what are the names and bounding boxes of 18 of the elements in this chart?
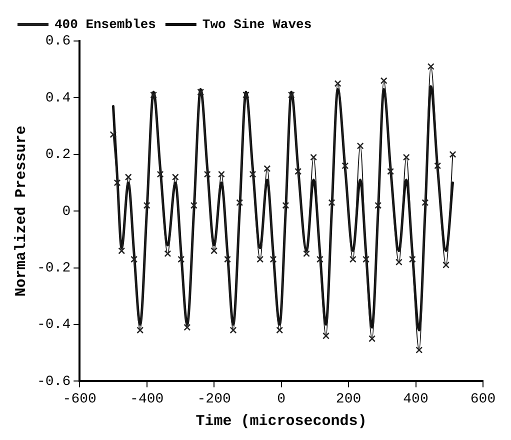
legend-label: Two Sine Waves (202, 16, 312, 32)
y-tick-label: 0.4 (45, 90, 71, 106)
y-tick-label: -0.2 (36, 260, 71, 277)
y-tick-label: -0.6 (36, 374, 71, 390)
y-tick-label: -0.4 (36, 317, 71, 334)
x-tick-label: -400 (130, 391, 164, 408)
legend-label: 400 Ensembles (54, 16, 156, 32)
x-tick-label: -600 (62, 391, 96, 408)
x-tick-label: 400 (403, 391, 428, 408)
y-tick-label: 0.2 (45, 147, 71, 164)
x-tick-label: -200 (197, 391, 231, 408)
y-axis-title: Normalized Pressure (12, 126, 30, 297)
x-axis-title: Time (microseconds) (196, 412, 367, 430)
x-tick-label: 600 (470, 391, 496, 408)
x-tick-label: 200 (336, 391, 362, 408)
y-tick-label: 0.6 (45, 34, 71, 50)
x-tick-label: 0 (277, 391, 286, 408)
y-tick-label: 0 (62, 204, 71, 220)
